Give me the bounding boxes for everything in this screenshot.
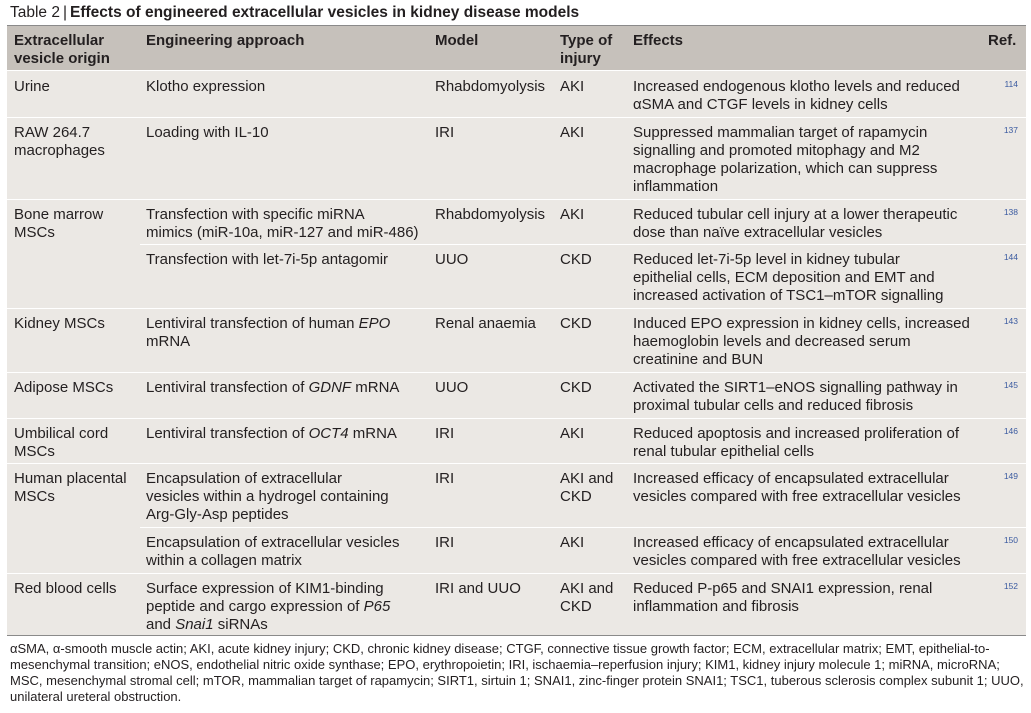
cell-effects: Reduced tubular cell injury at a lower t… — [633, 206, 958, 241]
cell-model: IRI — [435, 425, 455, 442]
cell-effects: Activated the SIRT1–eNOS signalling path… — [633, 379, 958, 414]
cell-approach: Encapsulation of extracellular vesicles … — [146, 470, 389, 523]
header-model: Model — [435, 32, 479, 49]
ref-link[interactable]: 146 — [1003, 426, 1018, 436]
cell-injury: AKI — [560, 534, 585, 551]
cell-origin: Umbilical cord MSCs — [14, 425, 109, 460]
row-divider — [7, 70, 1026, 71]
cell-origin: RAW 264.7 macrophages — [14, 124, 105, 159]
cell-model: Rhabdomyolysis — [435, 78, 546, 95]
cell-approach: Lentiviral transfection of human EPO mRN… — [146, 315, 391, 350]
cell-injury: AKI and CKD — [560, 580, 614, 615]
cell-model: IRI — [435, 470, 455, 487]
top-rule — [7, 25, 1026, 26]
table-header — [7, 26, 1026, 70]
table-title: Effects of engineered extracellular vesi… — [70, 4, 580, 21]
cell-origin: Adipose MSCs — [14, 379, 114, 396]
cell-effects: Increased endogenous klotho levels and r… — [633, 78, 960, 113]
cell-injury: AKI — [560, 78, 585, 95]
cell-model: Renal anaemia — [435, 315, 536, 332]
cell-effects: Reduced let-7i-5p level in kidney tubula… — [633, 251, 944, 304]
cell-effects: Suppressed mammalian target of rapamycin… — [633, 124, 938, 195]
cell-model: UUO — [435, 251, 469, 268]
cell-approach: Loading with IL-10 — [146, 124, 269, 141]
row-divider — [7, 308, 1026, 309]
row-divider — [7, 199, 1026, 200]
cell-injury: AKI and CKD — [560, 470, 614, 505]
row-divider — [7, 573, 1026, 574]
table-body — [7, 71, 1026, 635]
subrow-divider — [140, 527, 1026, 528]
ref-link[interactable]: 138 — [1003, 207, 1018, 217]
cell-injury: AKI — [560, 425, 585, 442]
cell-injury: AKI — [560, 124, 585, 141]
cell-approach: Klotho expression — [146, 78, 266, 95]
cell-approach: Lentiviral transfection of GDNF mRNA — [146, 379, 400, 396]
cell-approach: Transfection with let-7i-5p antagomir — [146, 251, 389, 268]
row-divider — [7, 117, 1026, 118]
header-injury: Type of injury — [560, 32, 613, 67]
cell-model: IRI — [435, 534, 455, 551]
cell-injury: CKD — [560, 379, 592, 396]
header-approach: Engineering approach — [146, 32, 305, 49]
cell-approach: Transfection with specific miRNA mimics … — [146, 206, 419, 241]
ref-link[interactable]: 143 — [1003, 316, 1018, 326]
header-ref: Ref. — [988, 32, 1017, 49]
ref-link[interactable]: 152 — [1003, 581, 1018, 591]
cell-injury: CKD — [560, 315, 592, 332]
cell-origin: Kidney MSCs — [14, 315, 105, 332]
cell-effects: Reduced P-p65 and SNAI1 expression, rena… — [633, 580, 933, 615]
row-divider — [7, 418, 1026, 419]
subrow-divider — [140, 244, 1026, 245]
cell-approach: Lentiviral transfection of OCT4 mRNA — [146, 425, 397, 442]
ref-link[interactable]: 145 — [1003, 380, 1018, 390]
cell-injury: CKD — [560, 251, 592, 268]
cell-origin: Urine — [14, 78, 50, 95]
ref-link[interactable]: 114 — [1004, 79, 1018, 89]
cell-approach: Encapsulation of extracellular vesicles … — [146, 534, 400, 569]
table-caption: Table 2 | Effects of engineered extracellu… — [10, 2, 579, 24]
cell-origin: Red blood cells — [14, 580, 117, 597]
header-origin: Extracellular vesicle origin — [14, 32, 110, 67]
header-effects: Effects — [633, 32, 684, 49]
cell-injury: AKI — [560, 206, 585, 223]
ref-link[interactable]: 144 — [1003, 252, 1018, 262]
cell-model: IRI — [435, 124, 455, 141]
cell-model: IRI and UUO — [435, 580, 521, 597]
bottom-rule — [7, 635, 1026, 636]
cell-origin: Bone marrow MSCs — [14, 206, 104, 241]
cell-effects: Increased efficacy of encapsulated extra… — [633, 470, 961, 505]
ref-link[interactable]: 137 — [1003, 125, 1018, 135]
caption-separator: | — [62, 4, 68, 21]
cell-origin: Human placental MSCs — [14, 470, 127, 505]
cell-model: UUO — [435, 379, 469, 396]
cell-approach: Surface expression of KIM1-binding pepti… — [146, 580, 391, 633]
cell-effects: Increased efficacy of encapsulated extra… — [633, 534, 961, 569]
table-footnote: αSMA, α-smooth muscle actin; AKI, acute … — [10, 641, 1024, 704]
ref-link[interactable]: 150 — [1003, 535, 1018, 545]
ref-link[interactable]: 149 — [1003, 471, 1018, 481]
cell-model: Rhabdomyolysis — [435, 206, 546, 223]
cell-effects: Induced EPO expression in kidney cells, … — [633, 315, 970, 368]
row-divider — [7, 463, 1026, 464]
row-divider — [7, 372, 1026, 373]
cell-effects: Reduced apoptosis and increased prolifer… — [633, 425, 960, 460]
table-label: Table 2 — [10, 4, 60, 21]
